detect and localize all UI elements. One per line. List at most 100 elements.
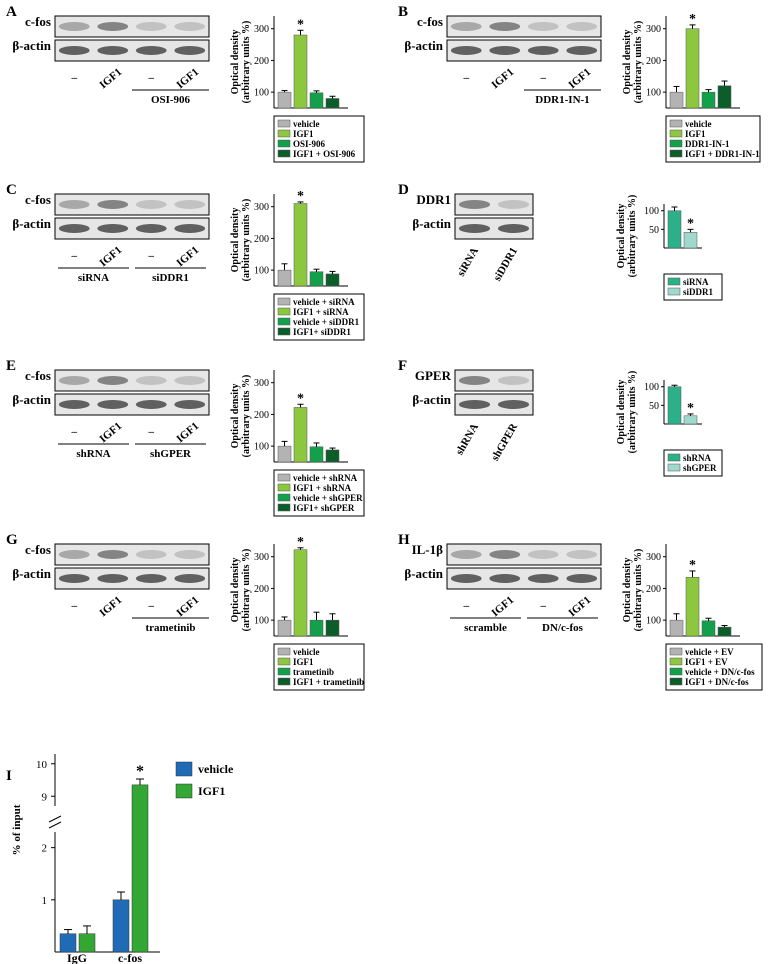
lane-label: IGF1 <box>174 420 201 445</box>
blot-band <box>97 224 129 233</box>
blot-band <box>450 22 482 31</box>
lane-label: IGF1 <box>174 244 201 269</box>
legend-label: vehicle + DN/c-fos <box>685 667 755 677</box>
legend-label: siDDR1 <box>683 287 714 297</box>
y-axis-label-line: (arbitrary units %) <box>241 375 252 458</box>
blot-band <box>566 550 598 559</box>
bar <box>325 273 340 287</box>
bar <box>683 232 698 249</box>
blot-loading-label: β-actin <box>404 566 443 581</box>
lane-label: IGF1 <box>97 244 124 269</box>
blot-band <box>174 550 206 559</box>
group-label: DDR1-IN-1 <box>535 94 589 106</box>
blot-band <box>58 400 90 409</box>
bar <box>685 577 700 637</box>
y-axis-label-line: Optical density <box>616 204 627 269</box>
legend-label: IGF1 + EV <box>685 657 728 667</box>
bar <box>685 28 700 109</box>
y-axis-label-line: (arbitrary units %) <box>241 199 252 282</box>
blot-target-label: c-fos <box>25 368 51 383</box>
lane-label: IGF1 <box>489 66 516 91</box>
legend-swatch <box>277 307 291 316</box>
blot-band <box>135 376 167 385</box>
bar <box>293 34 308 109</box>
blot-band <box>489 22 521 31</box>
lane-label: – <box>540 600 547 612</box>
blot-band <box>566 46 598 55</box>
legend-swatch <box>669 657 683 666</box>
legend-label: IGF1+ shGPER <box>293 503 355 513</box>
lane-label: IGF1 <box>174 66 201 91</box>
y-axis-label-line: Optical density <box>622 558 633 623</box>
significance-star: * <box>297 391 304 406</box>
y-tick-label: 10 <box>36 759 48 771</box>
legend-label: IGF1 <box>198 784 225 798</box>
y-tick-label: 200 <box>646 56 661 67</box>
significance-star: * <box>297 17 304 32</box>
group-label: shRNA <box>76 448 110 460</box>
legend-label: vehicle <box>293 119 320 129</box>
y-tick-label: 200 <box>646 584 661 595</box>
group-label: DN/c-fos <box>542 622 584 634</box>
blot-target <box>54 193 210 216</box>
bar <box>293 407 308 463</box>
panel-e: Ec-fos β-actin – IGF1 – IGF1 shRNA shGPER 100 200… <box>6 358 365 517</box>
lane-label: IGF1 <box>174 594 201 619</box>
y-tick-label: 9 <box>42 791 48 803</box>
legend-label: OSI-906 <box>293 139 326 149</box>
group-label: trametinib <box>145 622 195 634</box>
panel-letter: F <box>398 358 407 374</box>
blot-band <box>58 200 90 209</box>
blot-target-label: c-fos <box>25 14 51 29</box>
blot-band <box>58 550 90 559</box>
lane-label: siDDR1 <box>491 246 520 284</box>
lane-label: – <box>71 72 78 84</box>
blot-band <box>58 46 90 55</box>
blot-loading <box>54 39 210 62</box>
legend-label: shRNA <box>683 453 712 463</box>
blot-target <box>54 543 210 566</box>
blot-loading-label: β-actin <box>404 38 443 53</box>
blot-band <box>135 200 167 209</box>
group-label: shGPER <box>150 448 192 460</box>
y-tick-label: 200 <box>254 584 269 595</box>
lane-label: – <box>148 426 155 438</box>
legend-swatch <box>277 473 291 482</box>
y-axis-label-line: (arbitrary units %) <box>241 549 252 632</box>
legend-label: siRNA <box>683 277 709 287</box>
blot-loading-label: β-actin <box>12 38 51 53</box>
y-axis-label-line: Optical density <box>230 384 241 449</box>
legend-label: IGF1 <box>685 129 706 139</box>
panel-letter: A <box>6 4 17 20</box>
blot-band <box>97 574 129 583</box>
group-label: OSI-906 <box>151 94 191 106</box>
bar <box>59 933 77 953</box>
blot-band <box>135 550 167 559</box>
y-axis-label-line: Optical density <box>616 380 627 445</box>
bar <box>293 549 308 637</box>
y-tick-label: 100 <box>254 88 269 99</box>
blot-band <box>97 400 129 409</box>
lane-label: – <box>148 72 155 84</box>
y-axis-label: Optical density(arbitrary units %) <box>616 195 638 278</box>
panel-letter: I <box>6 768 12 784</box>
blot-target-label: DDR1 <box>416 192 451 207</box>
bar <box>717 85 732 109</box>
y-tick-label: 100 <box>644 206 659 217</box>
legend-label: IGF1 + DN/c-fos <box>685 677 749 687</box>
blot-target <box>446 543 602 566</box>
y-axis-label-line: (arbitrary units %) <box>633 549 644 632</box>
blot-loading-label: β-actin <box>412 216 451 231</box>
group-label: siRNA <box>78 272 109 284</box>
y-tick-label: 200 <box>254 410 269 421</box>
legend-swatch <box>667 277 681 286</box>
bar <box>669 91 684 109</box>
panel-i: I 1 2 9 10 % of input IgG * c-fos vehicle IGF1 <box>6 754 234 964</box>
legend-label: DDR1-IN-1 <box>685 139 730 149</box>
y-axis-label: Optical density(arbitrary units %) <box>230 375 252 458</box>
y-axis-label: Optical density(arbitrary units %) <box>616 371 638 454</box>
blot-loading-label: β-actin <box>12 566 51 581</box>
legend-swatch <box>669 149 683 158</box>
